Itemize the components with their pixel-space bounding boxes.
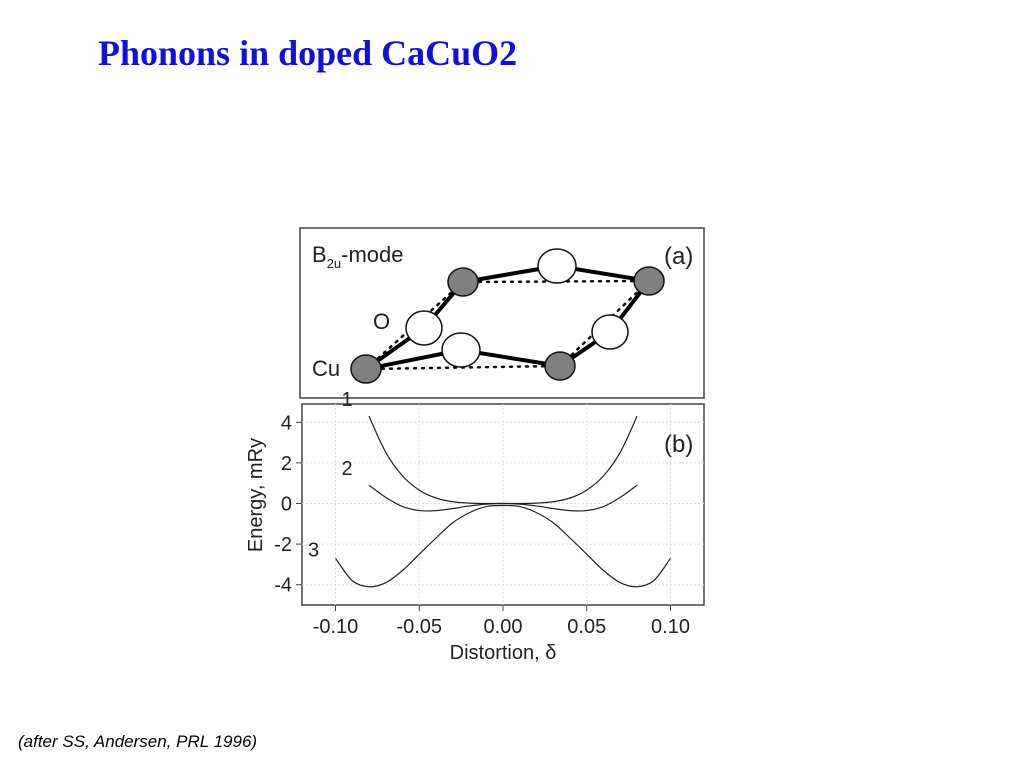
series-label: 2 — [341, 458, 352, 480]
atoms — [350, 248, 665, 384]
y-tick-label: -2 — [274, 534, 292, 556]
o-atom — [405, 310, 443, 346]
x-tick-label: 0.05 — [567, 616, 606, 638]
x-tick-label: -0.05 — [396, 616, 442, 638]
mode-label: B2u-mode — [312, 242, 404, 271]
y-tick-label: 4 — [281, 412, 292, 434]
x-axis-label: Distortion, δ — [450, 642, 557, 664]
line-series — [335, 504, 671, 588]
x-tick-label: -0.10 — [313, 616, 359, 638]
cu-atom — [544, 351, 576, 381]
y-tick-label: -4 — [274, 575, 292, 597]
mode-symbol: B — [312, 242, 327, 267]
x-tick-label: 0.00 — [484, 616, 523, 638]
mode-subscript: 2u — [327, 256, 341, 271]
panel-label: (a) — [664, 243, 693, 270]
o-atom — [537, 248, 577, 284]
plot: -0.10 -0.05 0.00 0.05 0.10 -4 -2 0 2 4 1 2 3 — [274, 389, 704, 638]
y-tick-label: 0 — [281, 493, 292, 515]
cu-label: Cu — [312, 356, 340, 381]
cu-atom — [350, 354, 382, 384]
slide-title: Phonons in doped CaCuO2 — [98, 33, 518, 73]
panel-label: (b) — [664, 431, 693, 458]
caption: (after SS, Andersen, PRL 1996) — [18, 732, 258, 751]
cu-atom — [447, 267, 479, 297]
series-label: 3 — [308, 539, 319, 561]
o-label: O — [373, 309, 390, 334]
cu-atom — [633, 266, 665, 296]
mode-suffix: -mode — [341, 242, 403, 267]
y-tick-label: 2 — [281, 453, 292, 475]
dotted-bond — [461, 279, 651, 284]
o-atom — [591, 314, 629, 350]
o-atom — [441, 332, 481, 368]
x-tick-label: 0.10 — [651, 616, 690, 638]
line-series — [368, 484, 638, 512]
y-axis-label: Energy, mRy — [245, 438, 267, 552]
series-label: 1 — [341, 389, 352, 411]
